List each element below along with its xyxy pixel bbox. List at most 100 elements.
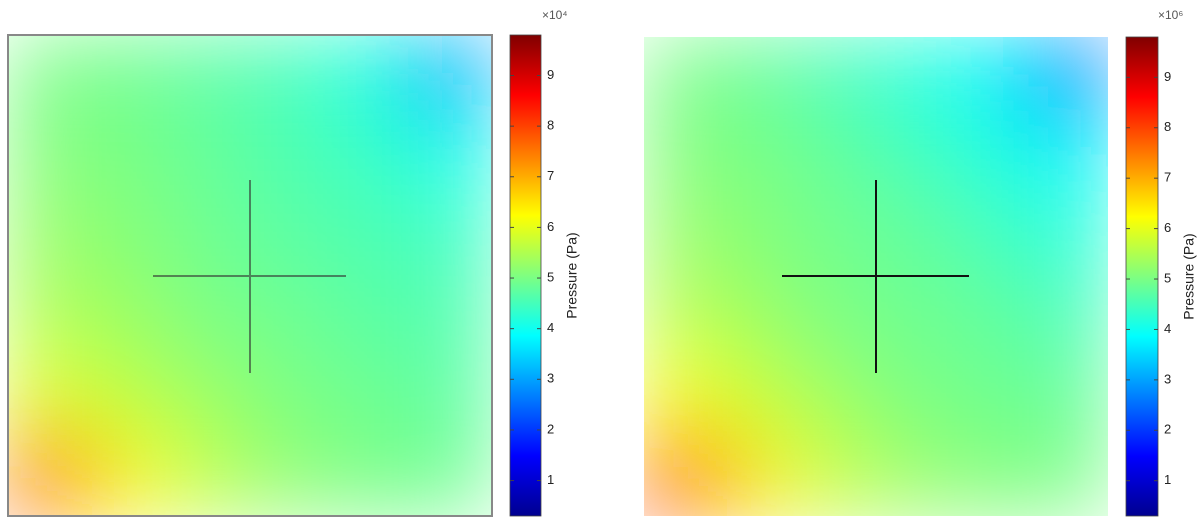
colorbar-label: Pressure (Pa) [564,232,580,318]
colorbar-tick-label: 5 [547,269,554,284]
heatmap-cell [644,116,722,198]
heatmap-cell [953,276,1032,357]
heatmap-cell [250,195,332,276]
heatmap-cell [876,116,954,198]
heatmap-cell [169,275,251,357]
heatmap-cell [8,115,90,196]
heatmap-cell [721,196,800,277]
heatmap-cell [1030,196,1108,277]
heatmap-cell [250,275,332,357]
colorbar-tick-label: 8 [1164,119,1171,134]
heatmap-cell [169,115,251,196]
heatmap-cell [88,195,170,276]
heatmap [8,35,492,516]
colorbar-tick-label: 9 [547,67,554,82]
heatmap-cell [88,355,170,437]
colorbar-tick-label: 1 [1164,472,1171,487]
heatmap-cell [8,195,90,276]
heatmap-cell [721,116,800,198]
plot-border [7,34,493,517]
heatmap-cell [250,35,332,116]
heatmap-cell [721,436,800,516]
colorbar-tick-label: 3 [1164,371,1171,386]
heatmap-cell [411,275,492,357]
heatmap-cell [1030,356,1108,437]
heatmap-cell [644,356,722,437]
heatmap-cell [411,355,492,437]
heatmap-cell [411,115,492,196]
colorbar-multiplier: ×10⁶ [1158,8,1183,22]
colorbar-tick-label: 6 [547,219,554,234]
heatmap-cell [798,436,877,516]
heatmap-cell [330,195,412,276]
heatmap-cell [330,275,412,357]
heatmap-cell [721,356,800,437]
heatmap-cell [798,116,877,198]
colorbar-tick-label: 2 [1164,422,1171,437]
heatmap-cells [644,37,1108,516]
plots: 1 2 3 4 5 6 7 8 9 ×10⁴ Pressure (Pa) 1 2 3 4 5 6 7 8 9 ×10⁶ P… [7,8,1197,517]
heatmap-cell [953,37,1032,118]
heatmap-cell [8,275,90,357]
colorbar [509,34,542,517]
colorbar-tick-label: 3 [547,371,554,386]
colorbar-tick-label: 5 [1164,270,1171,285]
heatmap-cell [169,35,251,116]
heatmap-cell [250,435,332,516]
heatmap-cell [330,355,412,437]
colorbar-tick-label: 7 [547,168,554,183]
heatmap-cell [953,436,1032,516]
crosshair [782,180,969,373]
heatmap-cell [330,435,412,516]
colorbar-tick-label: 4 [547,320,554,335]
heatmap-cell [88,35,170,116]
heatmap-cell [8,355,90,437]
heatmap-cell [798,37,877,118]
heatmap-cell [169,195,251,276]
heatmap-cell [330,35,412,116]
heatmap-cell [8,35,90,116]
heatmap-cell [411,195,492,276]
heatmap-cell [644,436,722,516]
heatmap-cell [330,115,412,196]
heatmap-cell [876,356,954,437]
heatmap-cell [411,35,492,116]
heatmap-cell [88,435,170,516]
heatmap-cell [953,116,1032,198]
heatmap-cell [1030,37,1108,118]
colorbar-label: Pressure (Pa) [1181,233,1197,319]
heatmap-cell [798,196,877,277]
heatmap-cell [250,115,332,196]
heatmap-cell [169,435,251,516]
heatmap-cell [88,115,170,196]
heatmap [644,37,1108,516]
heatmap-cell [798,356,877,437]
colorbar-multiplier: ×10⁴ [542,8,568,22]
heatmap-cell [876,436,954,516]
heatmap-cell [8,435,90,516]
heatmap-cell [88,275,170,357]
heatmap-cell [876,37,954,118]
heatmap-cell [1030,116,1108,198]
heatmap-cell [169,355,251,437]
heatmap-cell [411,435,492,516]
colorbar [1125,36,1159,517]
colorbar-tick-label: 7 [1164,170,1171,185]
heatmap-cell [1030,436,1108,516]
heatmap-cell [798,276,877,357]
heatmap-cell [953,356,1032,437]
colorbar-tick-label: 6 [1164,220,1171,235]
heatmap-cell [721,276,800,357]
colorbar-tick-label: 2 [547,421,554,436]
heatmap-cell [644,37,722,118]
heatmap-cell [644,196,722,277]
heatmap-cell [721,37,800,118]
colorbar-tick-label: 4 [1164,321,1171,336]
colorbar-tick-label: 1 [547,472,554,487]
colorbar-tick-label: 9 [1164,69,1171,84]
heatmap-cell [876,196,954,277]
crosshair [153,180,346,373]
colorbar-tick-label: 8 [547,118,554,133]
heatmap-cell [1030,276,1108,357]
